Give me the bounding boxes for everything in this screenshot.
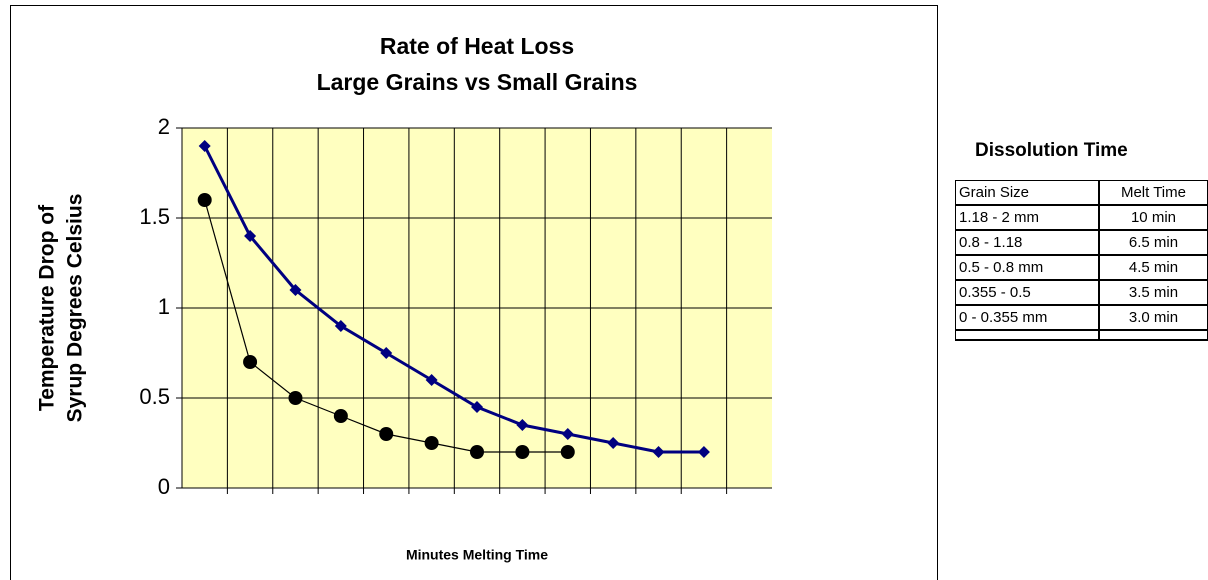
marker <box>652 446 665 458</box>
marker <box>516 419 529 431</box>
table-row: 0.8 - 1.18 6.5 min <box>954 229 1208 256</box>
table-row: 1.18 - 2 mm 10 min <box>954 204 1208 231</box>
table-cell: Grain Size <box>954 180 1100 206</box>
marker <box>697 446 710 458</box>
table-row: Grain Size Melt Time <box>954 180 1208 206</box>
x-axis-label: Minutes Melting Time <box>406 547 548 563</box>
y-axis-label: Temperature Drop of <box>36 204 59 411</box>
table-row: 0.355 - 0.5 3.5 min <box>954 279 1208 306</box>
table-cell: 3.5 min <box>1097 279 1208 306</box>
marker <box>288 391 303 405</box>
table-row: 0.5 - 0.8 mm 4.5 min <box>954 254 1208 281</box>
chart-title: Rate of Heat Loss <box>380 33 574 59</box>
table-row <box>954 329 1208 341</box>
table-title: Dissolution Time <box>975 140 1128 161</box>
table-cell <box>954 329 1100 341</box>
marker <box>289 284 302 296</box>
marker <box>334 320 347 332</box>
marker <box>198 140 211 152</box>
y-tick-label: 1 <box>158 294 170 319</box>
table-cell: 4.5 min <box>1097 254 1208 281</box>
marker <box>380 347 393 359</box>
table-cell: 3.0 min <box>1097 304 1208 331</box>
table-cell: 0.8 - 1.18 <box>954 229 1100 256</box>
marker <box>243 355 258 369</box>
y-tick-label: 2 <box>158 114 170 139</box>
table-row: 0 - 0.355 mm 3.0 min <box>954 304 1208 331</box>
table-cell: 0 - 0.355 mm <box>954 304 1100 331</box>
marker <box>515 445 530 459</box>
table-cell: 6.5 min <box>1097 229 1208 256</box>
chart: Rate of Heat Loss Large Grains vs Small … <box>10 5 938 580</box>
y-tick-label: 1.5 <box>139 204 170 229</box>
marker <box>560 445 575 459</box>
marker <box>607 437 620 449</box>
marker <box>424 436 439 450</box>
y-tick-label: 0 <box>158 474 170 499</box>
marker <box>333 409 348 423</box>
table-cell: 1.18 - 2 mm <box>954 204 1100 231</box>
marker <box>471 401 483 413</box>
marker <box>244 230 257 242</box>
marker <box>561 428 574 440</box>
series-line <box>203 145 704 454</box>
table-cell: 0.355 - 0.5 <box>954 279 1100 306</box>
chart-title: Large Grains vs Small Grains <box>317 69 638 95</box>
y-tick-label: 0.5 <box>139 384 170 409</box>
table-cell: Melt Time <box>1097 180 1208 206</box>
marker <box>470 445 484 459</box>
marker <box>379 427 394 441</box>
table-cell <box>1097 329 1208 341</box>
table: Grain Size Melt Time 1.18 - 2 mm 10 min 0.8 … <box>954 180 1208 341</box>
marker <box>197 193 212 207</box>
table-cell: 0.5 - 0.8 mm <box>954 254 1100 281</box>
marker <box>425 374 438 386</box>
y-axis-label: Syrup Degrees Celsius <box>64 194 87 423</box>
table-cell: 10 min <box>1097 204 1208 231</box>
